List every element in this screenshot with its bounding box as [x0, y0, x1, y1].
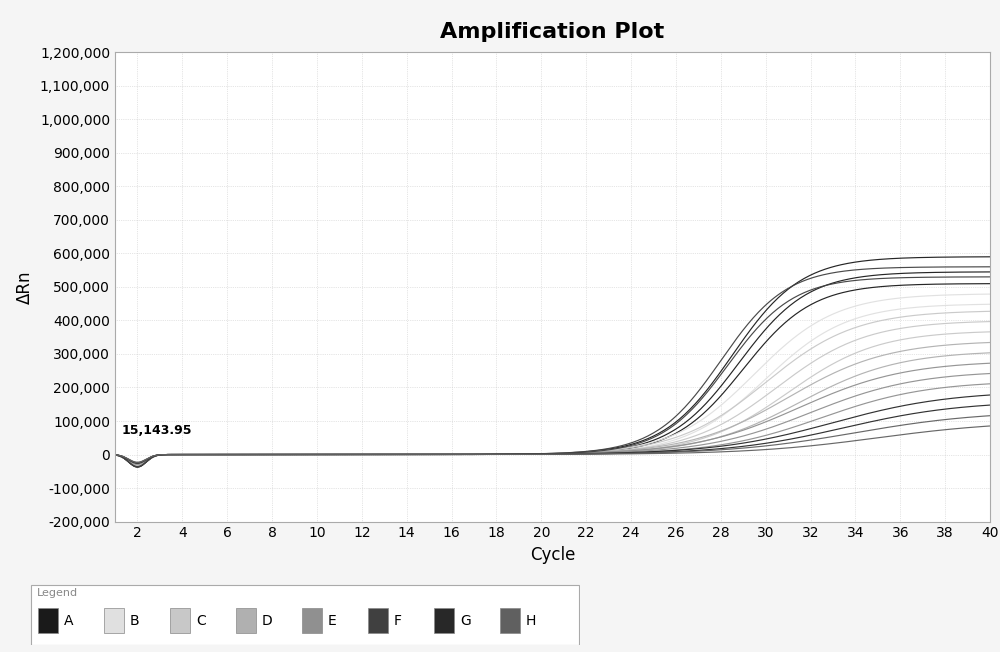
Text: B: B: [130, 614, 140, 628]
Bar: [236, 608, 256, 633]
Bar: [434, 608, 454, 633]
Text: G: G: [460, 614, 471, 628]
Bar: [500, 608, 520, 633]
Title: Amplification Plot: Amplification Plot: [440, 22, 665, 42]
Text: 15,143.95: 15,143.95: [122, 424, 192, 437]
X-axis label: Cycle: Cycle: [530, 546, 575, 564]
Text: E: E: [328, 614, 337, 628]
Bar: [302, 608, 322, 633]
Text: C: C: [196, 614, 206, 628]
Text: Legend: Legend: [37, 589, 78, 599]
Bar: [170, 608, 190, 633]
Text: D: D: [262, 614, 273, 628]
Bar: [104, 608, 124, 633]
Text: F: F: [394, 614, 402, 628]
Bar: [38, 608, 58, 633]
Bar: [368, 608, 388, 633]
Y-axis label: ΔRn: ΔRn: [16, 270, 34, 304]
Text: H: H: [526, 614, 536, 628]
Text: A: A: [64, 614, 74, 628]
